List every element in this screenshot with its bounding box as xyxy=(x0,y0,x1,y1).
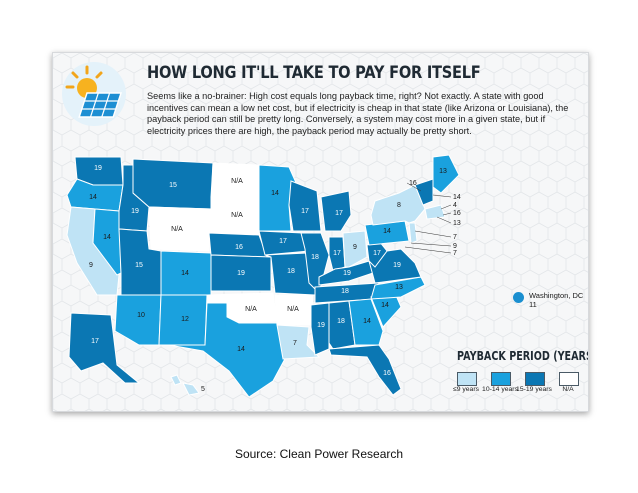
state-la xyxy=(276,324,321,360)
dc-name: Washington, DC xyxy=(529,291,584,300)
state-value-ny: 8 xyxy=(397,202,401,209)
legend-label-lt9: ≤9 years xyxy=(452,386,480,393)
callout-line-md xyxy=(404,246,452,254)
callout-line-de xyxy=(410,242,452,247)
state-value-mt: 15 xyxy=(169,182,177,189)
callout-line-ma xyxy=(440,204,452,210)
state-value-mn: 14 xyxy=(271,190,279,197)
dc-value: 11 xyxy=(529,300,537,309)
state-value-co: 14 xyxy=(181,270,189,277)
state-value-az: 10 xyxy=(137,312,145,319)
infographic-title: HOW LONG IT'LL TAKE TO PAY FOR ITSELF xyxy=(147,63,481,83)
callout-value-nj: 7 xyxy=(453,234,457,241)
state-value-la: 7 xyxy=(293,340,297,347)
state-value-ia: 17 xyxy=(279,238,287,245)
infographic-card: HOW LONG IT'LL TAKE TO PAY FOR ITSELF Se… xyxy=(52,52,589,412)
state-value-mo: 18 xyxy=(287,268,295,275)
state-value-ne: 16 xyxy=(235,244,243,251)
callout-line-nj xyxy=(414,230,452,238)
state-ms xyxy=(310,302,330,356)
legend-label-10to14: 10-14 years xyxy=(482,386,518,393)
state-ga xyxy=(348,298,384,346)
state-value-me: 13 xyxy=(439,168,447,175)
state-value-va: 19 xyxy=(393,262,401,269)
state-value-sd: N/A xyxy=(231,212,243,219)
callout-line-vt xyxy=(406,182,422,192)
legend-label-15to19: 15-19 years xyxy=(516,386,552,393)
state-value-al: 18 xyxy=(337,318,345,325)
state-oh xyxy=(342,230,368,268)
state-ny xyxy=(370,184,426,226)
state-value-in: 17 xyxy=(333,250,341,257)
state-value-ok: N/A xyxy=(245,306,257,313)
legend-title: PAYBACK PERIOD (YEARS) xyxy=(457,349,589,363)
states-layer: 19 14 9 14 19 15 N/A 15 10 14 12 N/A N/A 16 19 N/A 14 14 1… xyxy=(66,154,460,398)
state-value-ks: 19 xyxy=(237,270,245,277)
callout-value-nh: 14 xyxy=(453,194,461,201)
callout-value-vt: 16 xyxy=(409,180,417,187)
state-value-tx: 14 xyxy=(237,346,245,353)
state-value-nm: 12 xyxy=(181,316,189,323)
state-value-or: 14 xyxy=(89,194,97,201)
state-value-il: 18 xyxy=(311,254,319,261)
state-value-ut: 15 xyxy=(135,262,143,269)
state-value-nc: 13 xyxy=(395,284,403,291)
callout-line-nh xyxy=(432,194,452,198)
legend-swatch-15to19 xyxy=(525,372,545,386)
us-payback-map: 19 14 9 14 19 15 N/A 15 10 14 12 N/A N/A 16 19 N/A 14 14 1… xyxy=(66,154,461,398)
state-wi xyxy=(288,180,322,232)
state-value-wi: 17 xyxy=(301,208,309,215)
state-ks xyxy=(210,254,272,292)
state-value-ga: 14 xyxy=(363,318,371,325)
callout-line-ri xyxy=(442,212,452,216)
state-value-wa: 19 xyxy=(94,165,102,172)
state-value-fl: 16 xyxy=(383,370,391,377)
legend-label-na: N/A xyxy=(562,386,574,393)
infographic-description: Seems like a no-brainer: High cost equal… xyxy=(147,91,569,136)
state-value-nv: 14 xyxy=(103,234,111,241)
legend-swatch-lt9 xyxy=(457,372,477,386)
state-al xyxy=(328,300,356,350)
source-caption: Source: Clean Power Research xyxy=(234,447,404,461)
state-az xyxy=(114,294,162,346)
legend-swatch-na xyxy=(559,372,579,386)
callout-value-de: 9 xyxy=(453,243,457,250)
state-value-sc: 14 xyxy=(381,302,389,309)
state-nj xyxy=(408,222,418,244)
callout-value-ct: 13 xyxy=(453,220,461,227)
solar-panel-sun-icon xyxy=(62,62,126,126)
state-ak xyxy=(68,312,141,384)
state-value-hi: 5 xyxy=(201,386,205,393)
state-value-mi: 17 xyxy=(335,210,343,217)
state-value-ak: 17 xyxy=(91,338,99,345)
state-value-pa: 14 xyxy=(383,228,391,235)
state-value-ky: 19 xyxy=(343,270,351,277)
legend-swatch-10to14 xyxy=(491,372,511,386)
state-vtnh xyxy=(414,178,434,206)
state-value-tn: 18 xyxy=(341,288,349,295)
dc-marker xyxy=(513,292,524,303)
state-value-ca: 9 xyxy=(89,262,93,269)
state-value-id: 19 xyxy=(131,208,139,215)
state-mi xyxy=(320,190,352,232)
state-value-nd: N/A xyxy=(231,178,243,185)
state-fl xyxy=(328,344,402,396)
callout-value-md: 7 xyxy=(453,250,457,257)
state-ne_small xyxy=(424,204,446,220)
state-hi xyxy=(170,374,200,396)
state-value-wy: N/A xyxy=(171,226,183,233)
state-value-ms: 19 xyxy=(317,322,325,329)
state-wy xyxy=(148,206,212,252)
callout-line-ct xyxy=(436,216,452,224)
state-nv xyxy=(92,208,122,276)
callout-value-ma: 4 xyxy=(453,202,457,209)
state-value-oh: 9 xyxy=(353,244,357,251)
state-value-wv: 17 xyxy=(373,250,381,257)
state-value-ar: N/A xyxy=(287,306,299,313)
callout-value-ri: 16 xyxy=(453,210,461,217)
dc-label: Washington, DC 11 xyxy=(529,291,583,309)
